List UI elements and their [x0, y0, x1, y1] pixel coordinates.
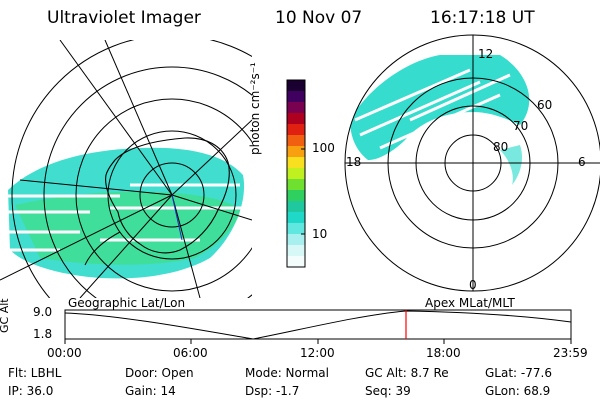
mlt-label-dusk: 18 [346, 155, 362, 169]
peninsula-outline [84, 231, 121, 266]
altitude-axis-label: GC Alt [0, 298, 11, 333]
aurora-core [15, 191, 240, 265]
geographic-map-label: Geographic Lat/Lon [68, 296, 186, 310]
status-mode: Mode: Normal [245, 366, 329, 380]
altitude-plot [64, 309, 572, 344]
mlt-label-noon: 12 [478, 47, 494, 61]
time-tick-1: 06:00 [173, 346, 208, 360]
status-glon: GLon: 68.9 [485, 384, 551, 398]
colorbar [286, 79, 306, 268]
altitude-y-bottom: 1.8 [33, 327, 53, 341]
geographic-map [0, 40, 252, 298]
oval-gap-stripes [354, 68, 511, 150]
date-label: 10 Nov 07 [275, 8, 363, 28]
time-tick-0: 00:00 [47, 346, 82, 360]
status-ip: IP: 36.0 [8, 384, 54, 398]
magnetic-map-label: Apex MLat/MLT [425, 296, 515, 310]
time-tick-marks [64, 339, 572, 344]
status-glat: GLat: -77.6 [485, 366, 552, 380]
continent-outline [105, 137, 230, 254]
status-gc-alt: GC Alt: 8.7 Re [365, 366, 449, 380]
mlat-label-80: 80 [493, 140, 509, 154]
mlt-label-midnight: 0 [469, 278, 477, 292]
colorbar-unit-label: photon cm⁻²s⁻¹ [248, 62, 262, 155]
time-tick-4: 23:59 [553, 346, 588, 360]
status-seq: Seq: 39 [365, 384, 411, 398]
mlt-axes [345, 35, 600, 291]
status-door: Door: Open [125, 366, 194, 380]
status-gain: Gain: 14 [125, 384, 176, 398]
colorbar-tick-100: 100 [312, 141, 335, 155]
mlat-label-70: 70 [513, 119, 529, 133]
instrument-title: Ultraviolet Imager [47, 8, 201, 28]
magnetic-map [344, 34, 600, 292]
altitude-y-top: 9.0 [33, 305, 53, 319]
time-label: 16:17:18 UT [430, 8, 535, 28]
status-dsp: Dsp: -1.7 [245, 384, 300, 398]
subsatellite-line [171, 194, 183, 241]
time-tick-3: 18:00 [426, 346, 461, 360]
meridian-lines [0, 40, 252, 298]
time-tick-2: 12:00 [300, 346, 335, 360]
mlat-label-60: 60 [537, 98, 553, 112]
colorbar-tick-10: 10 [312, 227, 328, 241]
mlt-label-dawn: 6 [578, 155, 586, 169]
altitude-curve [64, 310, 572, 340]
latitude-circles [11, 40, 252, 298]
status-filter: Flt: LBHL [8, 366, 62, 380]
